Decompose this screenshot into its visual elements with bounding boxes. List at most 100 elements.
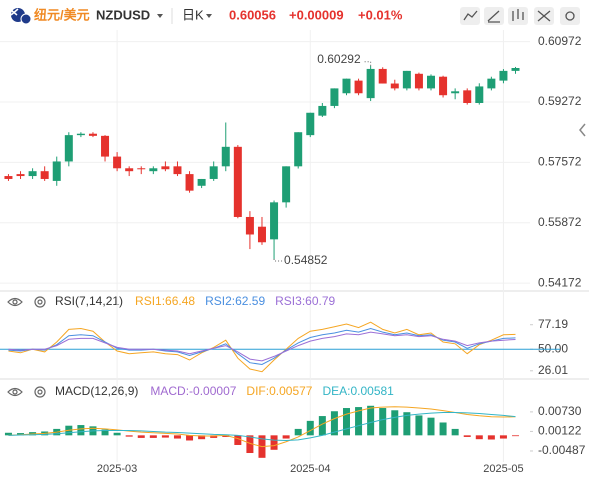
candle-body xyxy=(88,133,97,136)
y-tick-label: 0.57572 xyxy=(538,155,582,169)
legend-entry: RSI3:60.79 xyxy=(275,294,335,308)
flag-icon xyxy=(10,8,32,25)
histogram-bar xyxy=(294,428,302,436)
y-tick-label: -0.00487 xyxy=(538,443,586,457)
candle-body xyxy=(270,202,279,240)
candle-body xyxy=(439,76,448,96)
histogram-bar xyxy=(330,411,338,436)
candle-body xyxy=(113,156,122,169)
y-tick-label: 77.19 xyxy=(538,317,568,331)
candle-body xyxy=(294,132,303,167)
candle-body xyxy=(354,80,363,94)
x-tick-label: 2025-05 xyxy=(483,463,523,475)
histogram-bar xyxy=(234,435,242,445)
candle-body xyxy=(330,88,339,106)
candle-body xyxy=(233,146,242,217)
histogram-bar xyxy=(439,422,447,436)
histogram-bar xyxy=(198,435,206,440)
legend-entry: RSI2:62.59 xyxy=(205,294,265,308)
indicator-line xyxy=(8,331,516,362)
indicator-button[interactable] xyxy=(460,7,480,25)
indicator-line xyxy=(8,321,516,373)
candle-body xyxy=(487,78,496,89)
histogram-bar xyxy=(222,435,230,437)
histogram-bar xyxy=(499,435,507,439)
y-tick-label: 26.01 xyxy=(538,363,568,377)
rsi-controls[interactable] xyxy=(7,296,46,308)
indicator-line xyxy=(8,412,516,441)
candle-body xyxy=(76,133,85,136)
candle-body xyxy=(40,171,49,179)
candle-body xyxy=(499,70,508,81)
histogram-bar xyxy=(77,425,85,436)
histogram-bar xyxy=(173,435,181,439)
legend-entry: DEA:0.00581 xyxy=(322,384,394,398)
candle-body xyxy=(185,174,194,191)
change-percent: +0.01% xyxy=(358,7,403,22)
candle-body xyxy=(4,176,13,179)
histogram-bar xyxy=(318,416,326,436)
indicator-line xyxy=(8,406,516,448)
histogram-bar xyxy=(306,420,314,436)
histogram-bar xyxy=(282,435,290,439)
candle-body xyxy=(125,168,134,172)
histogram-bar xyxy=(463,435,471,437)
collapse-arrow[interactable] xyxy=(579,123,586,137)
candle-body xyxy=(257,226,266,243)
y-tick-label: 0.54172 xyxy=(538,275,582,289)
candle-body xyxy=(245,216,254,235)
instrument-symbol[interactable]: NZDUSD xyxy=(96,7,150,22)
histogram-bar xyxy=(427,417,435,436)
histogram-bar xyxy=(415,415,423,436)
x-tick-label: 2025-04 xyxy=(290,463,330,475)
histogram-bar xyxy=(137,435,145,438)
candle-body xyxy=(28,171,37,177)
y-tick-label: 0.60972 xyxy=(538,34,582,48)
y-tick-label: 0.59272 xyxy=(538,94,582,108)
candle-body xyxy=(52,161,61,181)
candle-body xyxy=(366,68,375,99)
histogram-bar xyxy=(391,410,399,436)
instrument-name[interactable]: 纽元/美元 xyxy=(34,7,90,22)
histogram-bar xyxy=(379,408,387,436)
indicator-line xyxy=(8,327,516,366)
candle-body xyxy=(209,166,218,179)
toolbar xyxy=(460,7,580,25)
period[interactable]: 日K xyxy=(182,7,204,22)
candle-body xyxy=(463,90,472,103)
candle-body xyxy=(101,135,110,157)
y-tick-label: 0.55872 xyxy=(538,215,582,229)
histogram-bar xyxy=(475,435,483,440)
annotation-leader xyxy=(362,61,372,66)
draw-button[interactable] xyxy=(484,7,504,25)
y-tick-label: 0.00122 xyxy=(538,424,582,438)
legend-entry: MACD:-0.00007 xyxy=(150,384,236,398)
histogram-bar xyxy=(342,408,350,436)
rsi-title: RSI(7,14,21) xyxy=(55,294,123,308)
candle-body xyxy=(16,174,25,177)
dropdown-arrow[interactable] xyxy=(206,14,212,18)
histogram-bar xyxy=(451,428,459,436)
settings-button[interactable] xyxy=(560,7,580,25)
chart-type-button[interactable] xyxy=(508,7,528,25)
candle-body xyxy=(342,78,351,94)
histogram-bar xyxy=(403,412,411,436)
candle-body xyxy=(402,70,411,89)
histogram-bar xyxy=(161,435,169,438)
candle-body xyxy=(221,146,230,167)
candle-body xyxy=(197,178,206,186)
fullscreen-button[interactable] xyxy=(534,7,554,25)
min-price-label: 0.54852 xyxy=(284,253,328,267)
macd-controls[interactable] xyxy=(7,386,46,398)
histogram-bar xyxy=(355,407,363,436)
histogram-bar xyxy=(367,405,375,436)
histogram-bar xyxy=(512,435,520,437)
change: +0.00009 xyxy=(289,7,344,22)
annotation-leader xyxy=(273,259,283,262)
histogram-bar xyxy=(186,435,194,441)
y-tick-label: 0.00730 xyxy=(538,404,582,418)
candle-body xyxy=(306,112,315,136)
dropdown-arrow[interactable] xyxy=(157,14,163,18)
histogram-bar xyxy=(210,435,218,438)
